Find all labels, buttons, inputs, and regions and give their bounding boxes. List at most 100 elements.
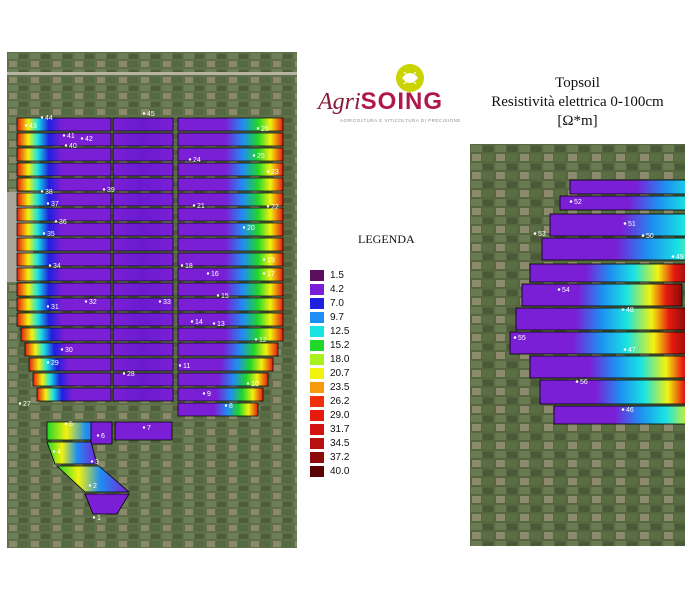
field-plot[interactable] [177,207,284,222]
plot-marker [90,460,94,463]
field-plot[interactable] [177,252,284,267]
plot-south-3[interactable] [114,421,173,441]
field-plot[interactable] [112,297,174,312]
title-line-3: [Ω*m] [557,113,598,129]
legend-swatch [310,367,324,379]
field-plot[interactable] [529,263,685,283]
legend-swatch [310,451,324,463]
field-plot[interactable] [112,327,174,342]
field-plot[interactable] [16,222,112,237]
field-plot[interactable] [177,387,264,402]
field-plot[interactable] [177,402,259,417]
plot-label: 29 [51,360,59,367]
field-plot[interactable] [16,192,112,207]
field-plot[interactable] [112,177,174,192]
field-plot[interactable] [24,342,112,357]
logo-wordmark: AgriSOING [318,88,458,116]
field-plot[interactable] [112,192,174,207]
field-plot[interactable] [112,237,174,252]
field-plot[interactable] [509,331,685,355]
resistivity-map-right[interactable]: 46 47 48 49 50 51 52 53 54 55 56 [470,144,685,546]
field-plot[interactable] [112,387,174,402]
field-plot[interactable] [539,379,685,405]
field-plot[interactable] [16,177,112,192]
urban-area [7,192,33,282]
field-plot[interactable] [529,355,685,379]
field-plot[interactable] [112,222,174,237]
field-plot[interactable] [177,282,284,297]
field-plot[interactable] [541,237,685,261]
field-plot[interactable] [112,207,174,222]
field-plot[interactable] [177,297,284,312]
field-plot[interactable] [553,405,685,425]
field-plot[interactable] [177,147,284,162]
plot-marker [48,264,52,267]
field-plot[interactable] [36,387,112,402]
field-plot[interactable] [112,282,174,297]
field-plot[interactable] [177,177,284,192]
plot-label: 15 [221,293,229,300]
field-plot[interactable] [177,162,284,177]
plot-marker [216,294,220,297]
title-line-2: Resistività elettrica 0-100cm [491,94,664,110]
field-plot[interactable] [112,162,174,177]
field-plot[interactable] [569,179,685,195]
field-plot[interactable] [515,307,685,331]
field-plot[interactable] [16,147,112,162]
field-plot[interactable] [112,372,174,387]
field-plot[interactable] [16,237,112,252]
field-plot[interactable] [16,252,112,267]
field-plot[interactable] [16,162,112,177]
plot-marker [42,232,46,235]
agrisoing-logo [396,64,424,92]
field-plot[interactable] [177,132,284,147]
field-plot[interactable] [177,357,274,372]
field-plot[interactable] [16,117,112,132]
field-plot[interactable] [28,357,112,372]
field-plot[interactable] [177,222,284,237]
legend-swatch [310,297,324,309]
field-plot[interactable] [177,237,284,252]
field-plot[interactable] [559,195,685,211]
plot-marker [80,137,84,140]
resistivity-map-left[interactable]: 1 2 3 4 5 6 7 8 9 10 11 12 13 14 15 16 17 18 19 20 21 22 23 24 2… [7,52,297,548]
plot-marker [84,300,88,303]
field-plot[interactable] [177,117,284,132]
field-plot[interactable] [112,117,174,132]
field-plot[interactable] [521,283,683,307]
field-plot[interactable] [16,297,112,312]
field-plot[interactable] [177,372,269,387]
plot-south-6[interactable] [84,493,130,515]
field-plot[interactable] [112,252,174,267]
field-plot[interactable] [177,327,284,342]
field-plot[interactable] [16,267,112,282]
field-plot[interactable] [177,192,284,207]
plot-south-5[interactable] [55,465,131,493]
plot-label: 47 [628,347,636,354]
field-plot[interactable] [177,342,279,357]
legend-item: 15.2 [310,338,349,352]
field-plot[interactable] [112,342,174,357]
field-plot[interactable] [112,357,174,372]
field-plot[interactable] [112,312,174,327]
field-plot[interactable] [112,267,174,282]
field-plot[interactable] [112,147,174,162]
field-plot[interactable] [16,207,112,222]
map-title: Topsoil Resistività elettrica 0-100cm [Ω… [470,74,685,131]
plot-marker [224,404,228,407]
plot-south-4[interactable] [46,441,98,465]
legend-value: 18.0 [330,353,350,365]
field-plot[interactable] [177,312,284,327]
field-plot[interactable] [112,132,174,147]
field-plot[interactable] [32,372,112,387]
plot-south-2[interactable] [90,421,113,445]
plot-label: 24 [193,157,201,164]
field-plot[interactable] [549,213,685,237]
field-plot[interactable] [16,132,112,147]
field-plot[interactable] [16,312,112,327]
plot-marker [60,348,64,351]
plot-label: 18 [185,263,193,270]
field-plot[interactable] [177,267,284,282]
field-plot[interactable] [16,282,112,297]
field-plot[interactable] [20,327,112,342]
